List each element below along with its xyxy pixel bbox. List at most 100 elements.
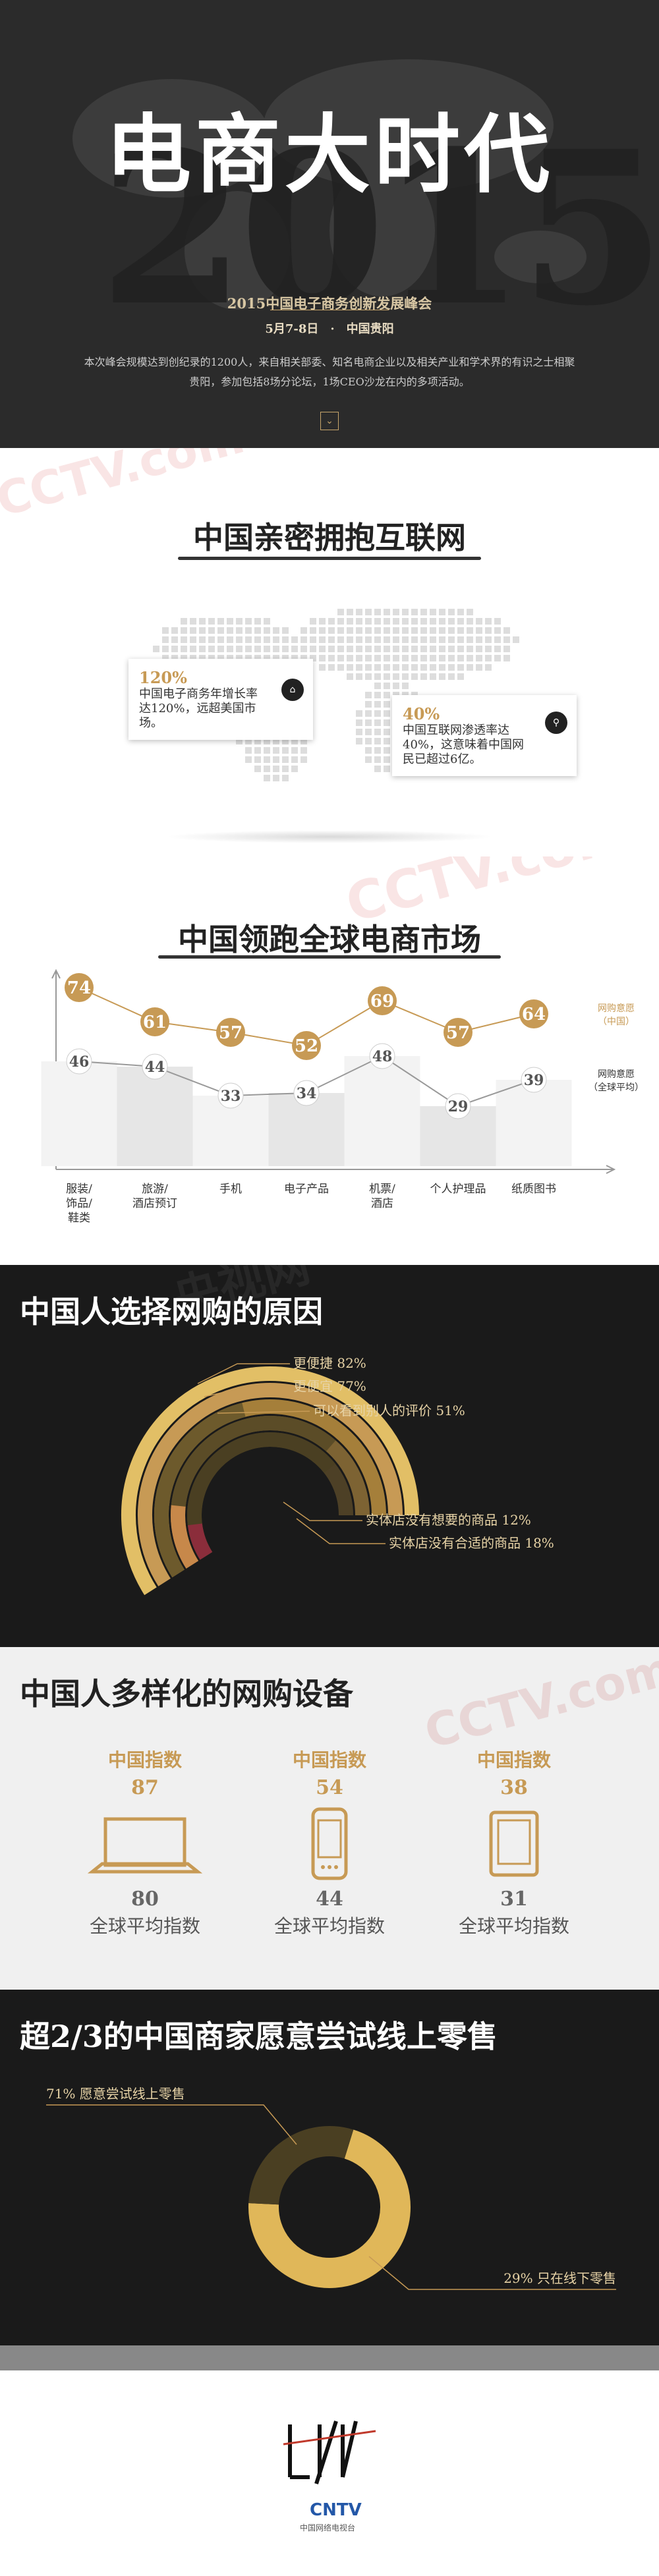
map-dot: [310, 646, 316, 652]
map-dot: [199, 646, 206, 652]
growth-card: 120% 中国电子商务年增长率达120%，远超美国市场。 ⌂: [129, 659, 313, 740]
map-dot: [347, 664, 353, 671]
online-label: 71% 愿意尝试线上零售: [46, 2086, 185, 2102]
chevron-down-icon[interactable]: ⌄: [320, 412, 339, 430]
map-dot: [245, 618, 252, 625]
map-dot: [402, 618, 409, 625]
map-dot: [291, 747, 298, 754]
map-dot: [365, 627, 372, 634]
growth-text: 中国电子商务年增长率达120%，远超美国市场。: [139, 687, 258, 730]
map-dot: [301, 636, 307, 643]
map-dot: [356, 738, 362, 744]
china-data-label: 61: [143, 1013, 167, 1032]
china-data-label: 64: [522, 1005, 546, 1024]
map-dot: [356, 618, 362, 625]
map-dot: [245, 636, 252, 643]
legend-china: （中国）: [598, 1017, 635, 1027]
map-dot: [356, 655, 362, 661]
chart-column: [41, 1061, 117, 1166]
map-dot: [273, 747, 279, 754]
map-dot: [337, 664, 344, 671]
map-dot: [457, 609, 464, 615]
global-point: [217, 1082, 244, 1109]
map-dot: [365, 738, 372, 744]
map-dot: [310, 627, 316, 634]
map-dot: [264, 775, 270, 781]
global-data-label: 44: [145, 1059, 165, 1076]
map-dot: [457, 646, 464, 652]
map-dot: [264, 618, 270, 625]
map-dot: [181, 627, 187, 634]
map-dot: [402, 673, 409, 680]
map-dot: [291, 636, 298, 643]
footer-bar: [0, 2345, 659, 2370]
map-dot: [245, 627, 252, 634]
map-dot: [439, 627, 445, 634]
map-dot: [264, 738, 270, 744]
map-dot: [236, 636, 243, 643]
map-dot: [374, 683, 381, 689]
map-dot: [181, 618, 187, 625]
map-dot: [264, 747, 270, 754]
map-dot: [199, 636, 206, 643]
map-dot: [254, 747, 261, 754]
map-dot: [273, 655, 279, 661]
device-label: 中国指数: [292, 1749, 366, 1771]
map-dot: [236, 627, 243, 634]
market-chart: 74 46 服装/饰品/鞋类 61 44 旅游/酒店预订 57 33 手机 52 34 电子产品 69 4…: [41, 968, 644, 1225]
map-dot: [448, 627, 455, 634]
map-dot: [254, 636, 261, 643]
map-dot: [356, 719, 362, 726]
reason-label: 更便捷 82%: [293, 1355, 366, 1371]
map-dot: [457, 627, 464, 634]
map-dot: [384, 627, 390, 634]
device-laptop: 中国指数 87 80 全球平均指数: [66, 1746, 224, 1938]
section-title: 中国亲密拥抱互联网: [193, 520, 466, 555]
map-dot: [301, 756, 307, 763]
network-icon: ⚲: [545, 712, 567, 734]
map-dot: [430, 664, 436, 671]
map-dot: [384, 683, 390, 689]
map-dot: [384, 738, 390, 744]
offline-label: 29% 只在线下零售: [503, 2270, 616, 2286]
map-dot: [393, 664, 399, 671]
map-dot: [337, 618, 344, 625]
footer: CNTV 中国网络电视台: [0, 2345, 659, 2576]
device-label: 中国指数: [107, 1749, 182, 1771]
map-dot: [301, 747, 307, 754]
map-dot: [282, 747, 289, 754]
map-dot: [356, 710, 362, 717]
map-dot: [365, 710, 372, 717]
map-dot: [467, 636, 473, 643]
map-dot: [227, 636, 233, 643]
global-data-label: 29: [448, 1098, 469, 1115]
category-label: 机票/: [369, 1183, 395, 1196]
reason-arc-value: [187, 1523, 213, 1560]
map-dot: [365, 618, 372, 625]
map-dot: [301, 646, 307, 652]
map-dot: [319, 646, 326, 652]
map-dot: [374, 664, 381, 671]
map-dot: [384, 747, 390, 754]
map-dot: [384, 692, 390, 698]
map-dot: [494, 627, 501, 634]
map-dot: [236, 738, 243, 744]
map-dot: [420, 664, 427, 671]
map-dot: [411, 618, 418, 625]
map-dot: [282, 766, 289, 772]
map-dot: [439, 636, 445, 643]
map-dot: [411, 636, 418, 643]
map-dot: [245, 738, 252, 744]
reason-label: 可以看到别人的评价 51%: [313, 1403, 465, 1418]
map-dot: [347, 636, 353, 643]
map-dot: [420, 646, 427, 652]
map-dot: [411, 646, 418, 652]
map-dot: [162, 646, 169, 652]
map-dot: [310, 655, 316, 661]
map-dot: [420, 627, 427, 634]
cntv-subtitle: 中国网络电视台: [300, 2523, 356, 2533]
map-dot: [476, 664, 482, 671]
map-dot: [282, 756, 289, 763]
map-dot: [199, 627, 206, 634]
tablet-icon: [435, 1806, 593, 1885]
